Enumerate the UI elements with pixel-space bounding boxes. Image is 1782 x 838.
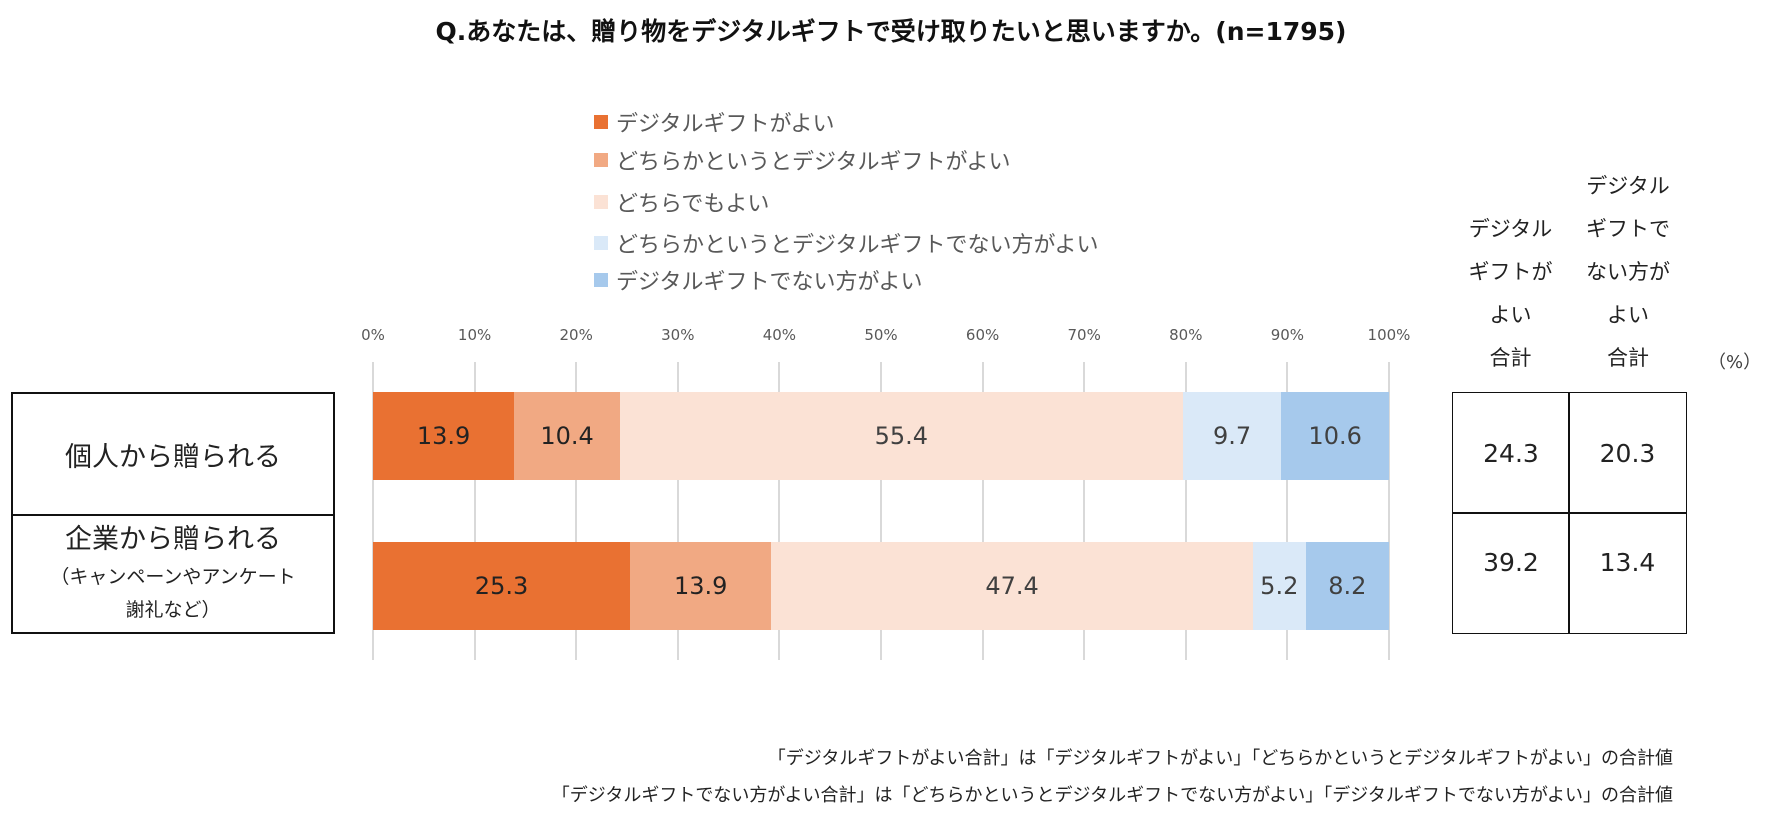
tick-label: 40% — [762, 326, 797, 344]
tick-label: 10% — [457, 326, 492, 344]
tick-label: 90% — [1270, 326, 1305, 344]
data-label: 10.4 — [540, 422, 594, 450]
footnote-2: 「デジタルギフトでない方がよい合計」は「どちらかというとデジタルギフトでない方が… — [551, 785, 1673, 806]
legend-item: どちらかというとデジタルギフトでない方がよい — [594, 227, 1098, 259]
legend-swatch — [594, 273, 608, 287]
gridline — [1184, 362, 1187, 660]
summary-cell: 13.4 — [1568, 512, 1687, 634]
chart-title: Q.あなたは、贈り物をデジタルギフトで受け取りたいと思いますか。(n=1795) — [435, 17, 1347, 46]
header-line: デジタル — [1468, 217, 1553, 241]
bar-segment: 8.2 — [1305, 542, 1389, 630]
category-label-0: 個人から贈られる — [11, 392, 335, 516]
gridline — [372, 362, 374, 660]
summary-cell: 20.3 — [1568, 392, 1687, 514]
bar-segment: 55.4 — [619, 392, 1183, 480]
legend-swatch — [594, 153, 608, 167]
data-label: 10.6 — [1308, 422, 1362, 450]
gridline — [778, 362, 781, 660]
legend-label: どちらかというとデジタルギフトがよい — [616, 150, 1011, 175]
tick-label: 80% — [1169, 326, 1203, 344]
footnote-1: 「デジタルギフトがよい合計」は「デジタルギフトがよい」「どちらかというとデジタル… — [767, 748, 1673, 769]
header-line: 合計 — [1489, 346, 1532, 370]
header-line: よい — [1489, 303, 1532, 327]
header-line: ギフトが — [1468, 260, 1553, 284]
legend-item: デジタルギフトがよい — [594, 106, 834, 138]
tick-label: 30% — [661, 326, 695, 344]
data-label: 47.4 — [985, 572, 1039, 600]
legend-label: どちらでもよい — [616, 192, 770, 217]
category-label-line: 企業から贈られる — [65, 524, 281, 555]
category-label-1: 企業から贈られる （キャンペーンやアンケート 謝礼など） — [11, 514, 335, 634]
summary-cell: 39.2 — [1452, 512, 1570, 634]
data-label: 8.2 — [1328, 572, 1367, 600]
tick-label: 100% — [1367, 326, 1411, 344]
unit-label: （%） — [1708, 352, 1762, 373]
legend-label: どちらかというとデジタルギフトでない方がよい — [616, 233, 1099, 258]
bar-segment: 9.7 — [1182, 392, 1282, 480]
data-label: 9.7 — [1212, 422, 1252, 450]
bar-segment: 25.3 — [373, 542, 631, 630]
gridline — [1286, 362, 1289, 660]
tick-label: 50% — [864, 326, 898, 344]
tick-label: 20% — [559, 326, 593, 344]
data-label: 25.3 — [474, 572, 529, 600]
header-line — [1452, 165, 1569, 208]
legend-swatch — [594, 236, 608, 250]
legend-item: デジタルギフトでない方がよい — [594, 264, 922, 296]
bar-segment: 13.9 — [630, 542, 772, 630]
gridline — [981, 362, 984, 660]
category-label-line: 個人から贈られる — [65, 441, 281, 473]
header-line: ギフトで — [1586, 217, 1670, 241]
legend-item: どちらかというとデジタルギフトがよい — [594, 144, 1010, 176]
summary-cell: 24.3 — [1452, 392, 1570, 514]
bar-segment: 47.4 — [771, 542, 1253, 630]
gridline — [575, 362, 578, 660]
header-line: 合計 — [1607, 346, 1649, 370]
category-label-sub: （キャンペーンやアンケート — [50, 566, 296, 588]
data-label: 13.9 — [416, 422, 471, 450]
legend-label: デジタルギフトでない方がよい — [616, 270, 923, 295]
data-label: 55.4 — [874, 422, 929, 450]
data-label: 5.2 — [1260, 572, 1299, 600]
summary-header-positive: デジタル ギフトが よい 合計 — [1452, 165, 1569, 380]
legend-swatch — [594, 115, 608, 129]
legend-item: どちらでもよい — [594, 186, 769, 218]
tick-label: 0% — [361, 326, 385, 344]
header-line: デジタル — [1586, 174, 1670, 198]
bar-segment: 5.2 — [1252, 542, 1306, 630]
data-label: 13.9 — [673, 572, 728, 600]
tick-label: 70% — [1067, 326, 1101, 344]
gridline — [1388, 362, 1390, 660]
gridline — [880, 362, 882, 660]
bar-segment: 10.4 — [514, 392, 620, 480]
legend-label: デジタルギフトがよい — [616, 112, 835, 137]
summary-header-negative: デジタル ギフトで ない方が よい 合計 — [1569, 165, 1687, 380]
header-line: よい — [1607, 303, 1649, 327]
gridline — [676, 362, 679, 660]
header-line: ない方が — [1586, 260, 1670, 284]
gridline — [473, 362, 476, 660]
gridline — [1083, 362, 1086, 660]
category-label-sub: 謝礼など） — [125, 599, 221, 621]
bar-segment: 10.6 — [1281, 392, 1389, 480]
bar-segment: 13.9 — [373, 392, 515, 480]
legend-swatch — [594, 195, 608, 209]
tick-label: 60% — [965, 326, 1000, 344]
